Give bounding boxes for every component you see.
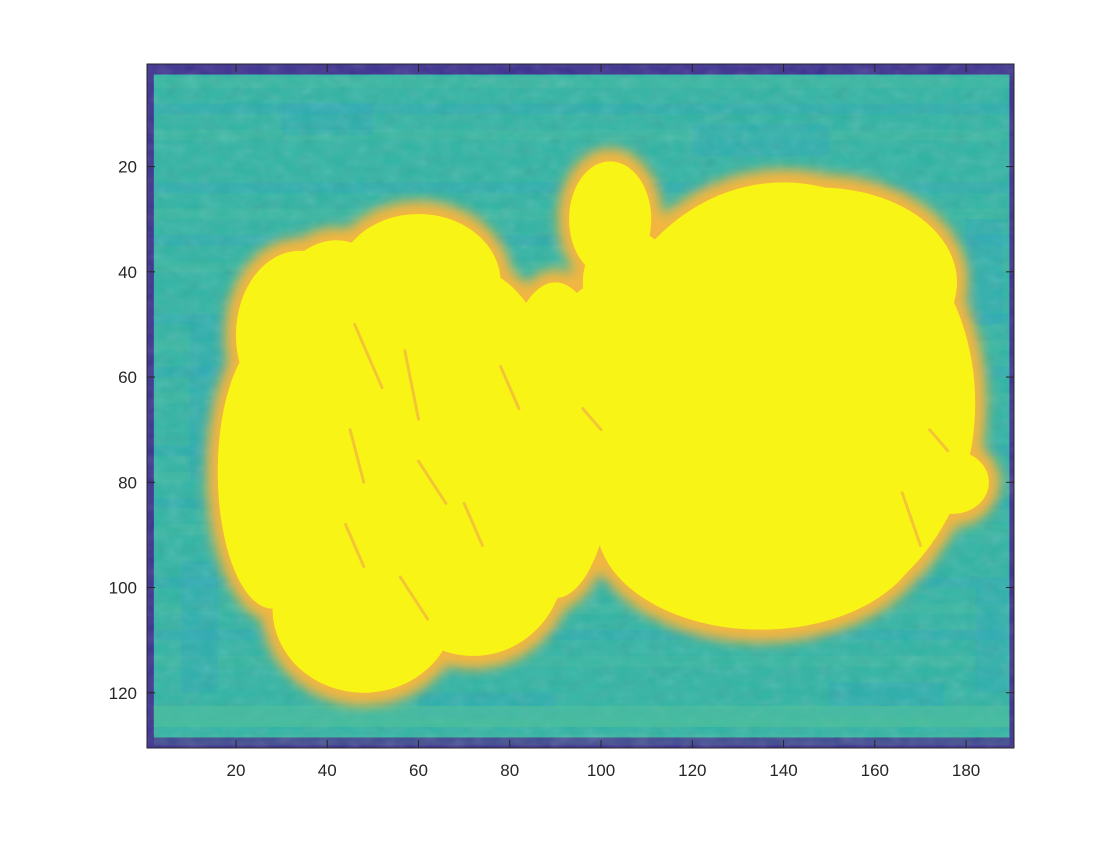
blob-seam	[581, 407, 603, 432]
axes-box	[146, 63, 1015, 749]
x-tick-label: 40	[318, 761, 337, 780]
blob-seams	[343, 322, 950, 621]
x-tick-label: 160	[861, 761, 889, 780]
bridge	[546, 282, 656, 493]
blob-seam	[417, 459, 448, 505]
heatmap-image	[147, 64, 1014, 748]
blob-seam	[348, 428, 366, 484]
x-tick-label: 100	[587, 761, 615, 780]
blob-seam	[900, 491, 922, 547]
blob-seam	[928, 428, 950, 453]
blob-seam	[403, 349, 421, 421]
left-lobe-h	[217, 334, 328, 609]
y-tick-label: 80	[118, 473, 137, 492]
right-body-low	[596, 419, 926, 630]
y-tick-label: 120	[109, 684, 137, 703]
x-tick-label: 20	[227, 761, 246, 780]
y-tick-label: 40	[118, 263, 137, 282]
axis-ticks: 20 40 60 80 100 120 140 160 180 20 40 60 80 100 120	[109, 64, 1014, 780]
blob-seam	[353, 322, 384, 390]
texture-band	[153, 734, 1010, 746]
right-nub	[915, 450, 989, 514]
blob-seam	[462, 501, 484, 547]
x-tick-label: 60	[409, 761, 428, 780]
right-body-high	[683, 187, 957, 378]
x-tick-label: 180	[952, 761, 980, 780]
blob-seam	[398, 575, 430, 621]
blob-seam	[499, 365, 521, 411]
blob-core	[217, 161, 989, 693]
y-tick-label: 60	[118, 368, 137, 387]
x-tick-label: 120	[678, 761, 706, 780]
blob-seam	[343, 522, 366, 568]
y-tick-label: 100	[109, 579, 137, 598]
y-tick-label: 20	[118, 158, 137, 177]
bottom-band	[153, 705, 1010, 727]
x-tick-label: 140	[769, 761, 797, 780]
x-tick-label: 80	[500, 761, 519, 780]
